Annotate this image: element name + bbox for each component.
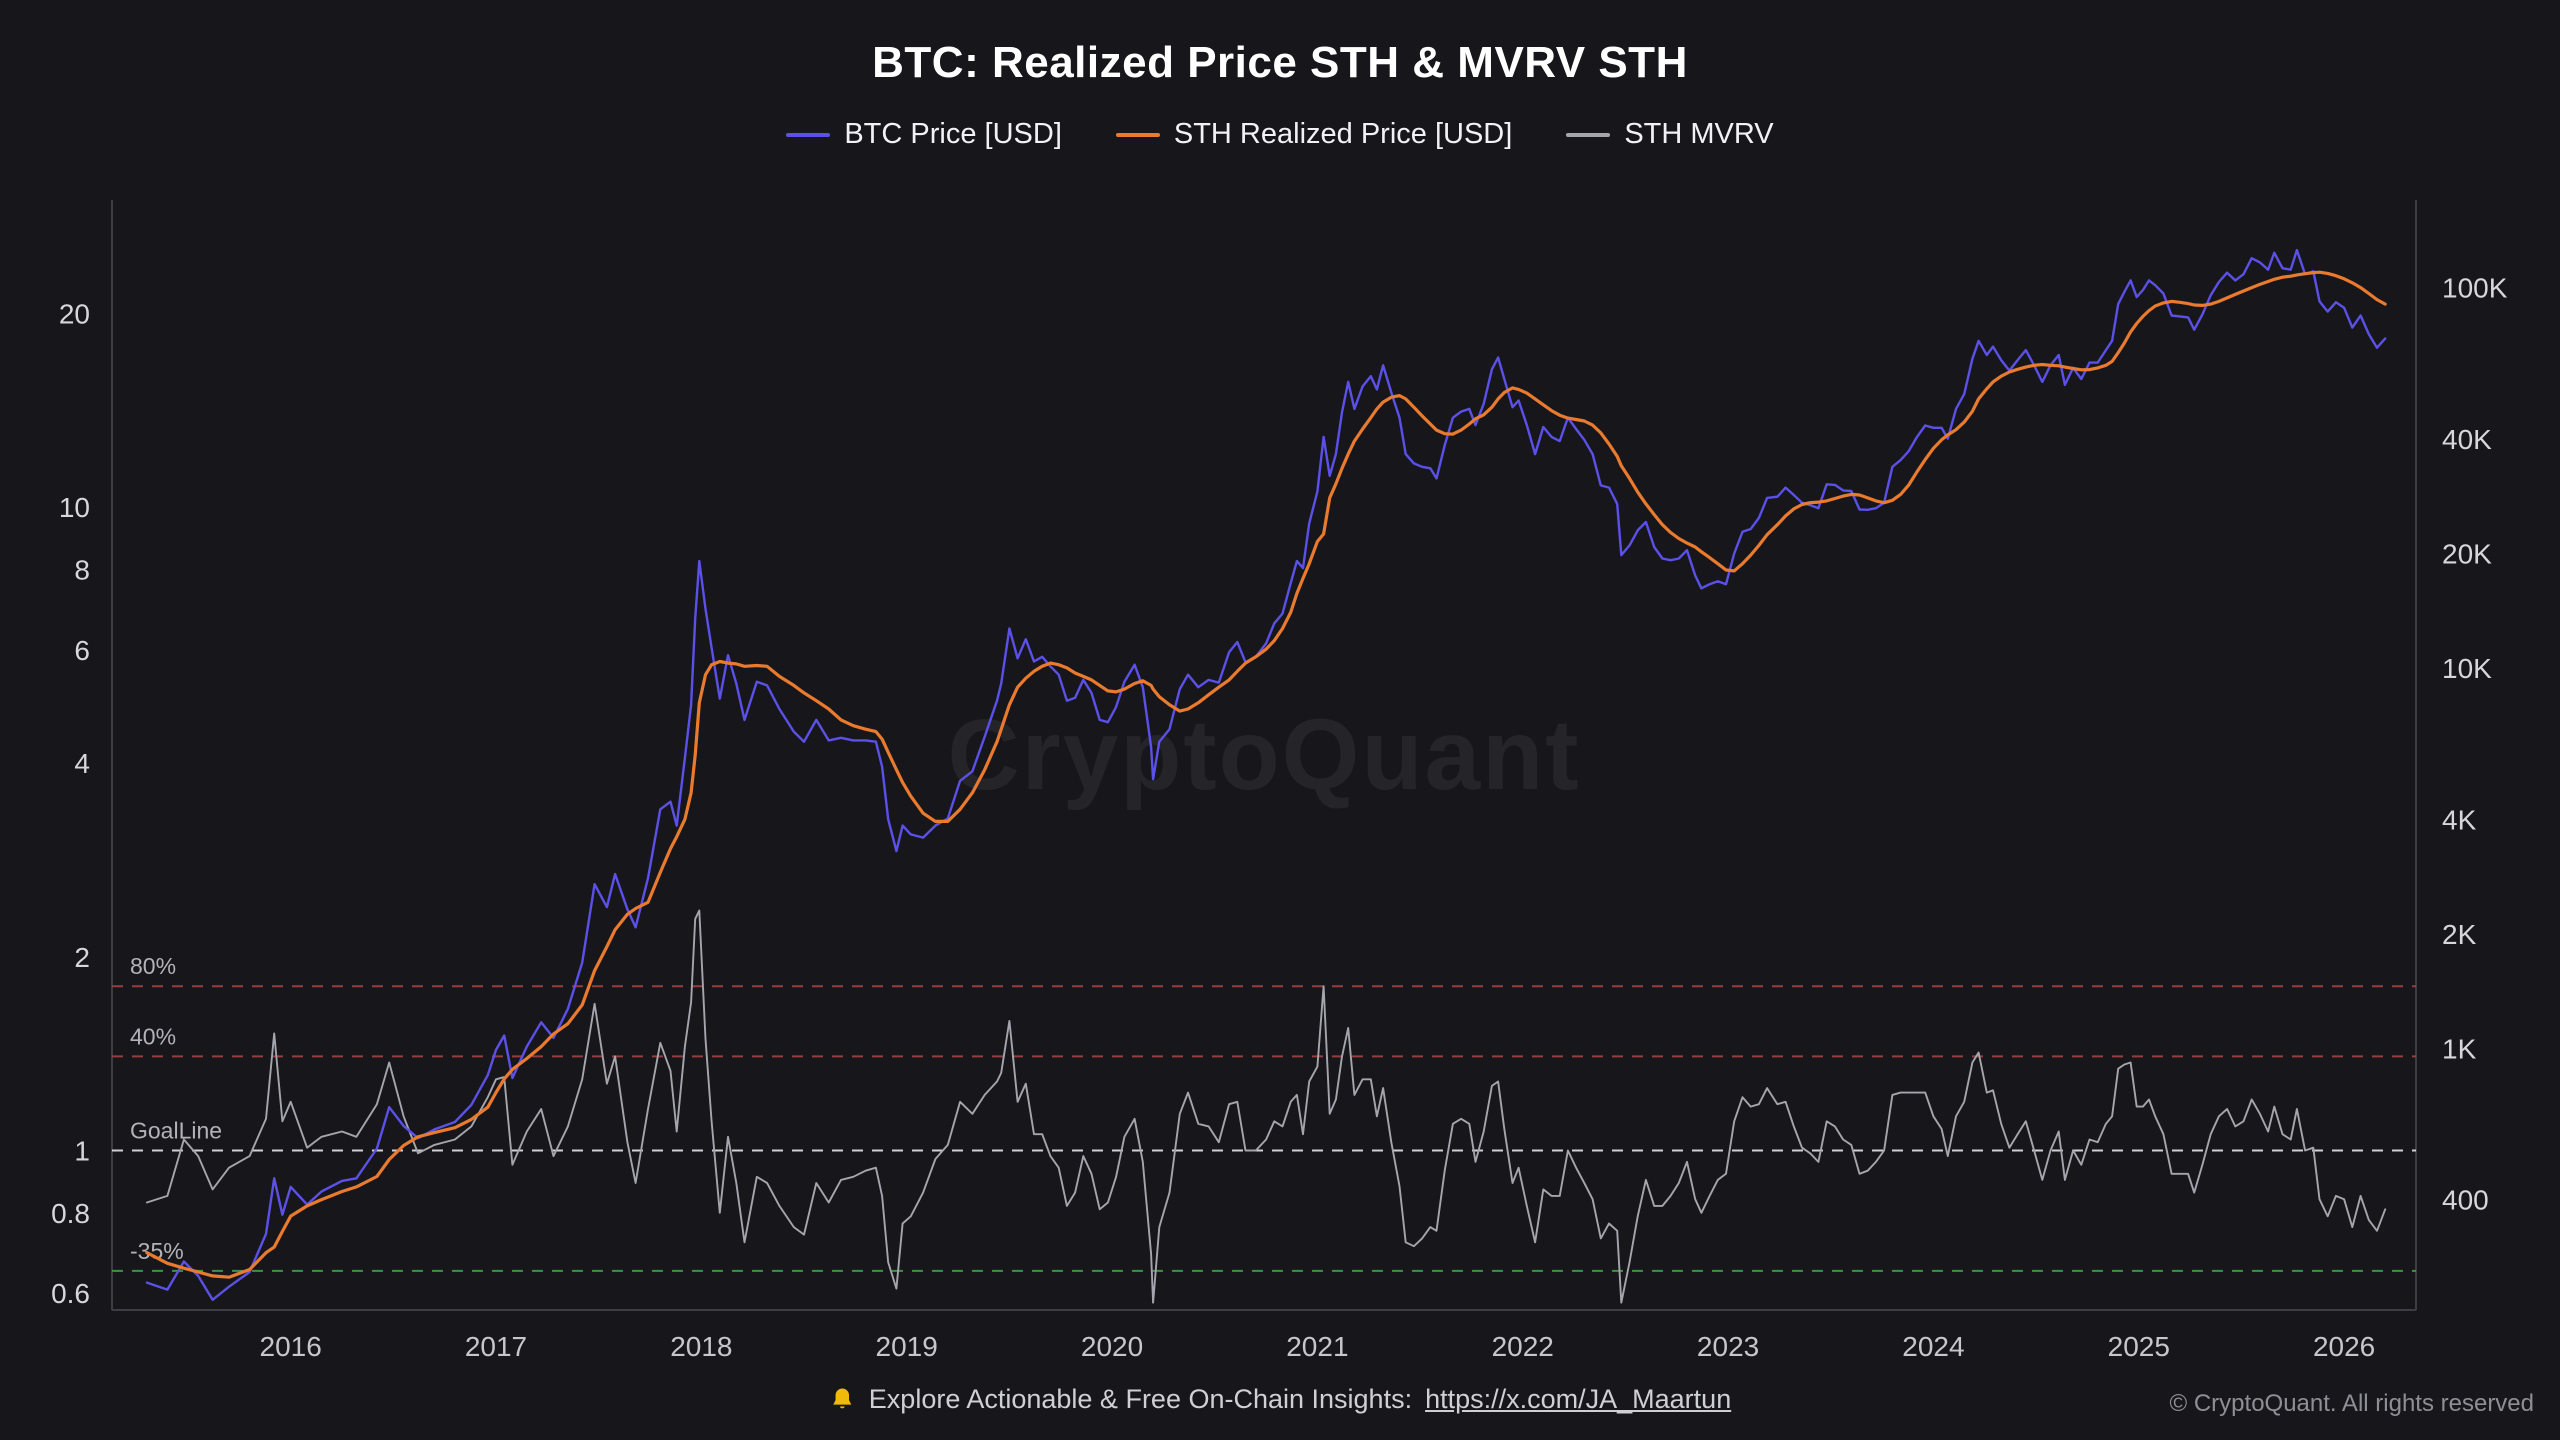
x-axis-tick-2023: 2023 (1697, 1331, 1759, 1362)
threshold-label--35%: -35% (130, 1238, 184, 1264)
right-axis-tick-4K: 4K (2442, 804, 2477, 835)
bell-icon (829, 1386, 856, 1413)
left-axis-tick-8: 8 (74, 554, 90, 585)
threshold-label-40%: 40% (130, 1023, 176, 1049)
threshold-label-80%: 80% (130, 953, 176, 979)
x-axis-tick-2019: 2019 (876, 1331, 938, 1362)
left-axis-tick-4: 4 (74, 748, 90, 779)
left-axis-tick-1: 1 (74, 1135, 90, 1166)
x-axis-tick-2026: 2026 (2313, 1331, 2375, 1362)
legend-label-sth-mvrv: STH MVRV (1624, 118, 1774, 150)
legend-item-sth-realized-price[interactable]: STH Realized Price [USD] (1115, 118, 1513, 151)
x-axis-tick-2018: 2018 (670, 1331, 732, 1362)
watermark: CryptoQuant (947, 699, 1580, 811)
legend-item-sth-mvrv[interactable]: STH MVRV (1566, 118, 1774, 151)
left-axis-tick-0.8: 0.8 (51, 1198, 90, 1229)
x-axis-tick-2021: 2021 (1286, 1331, 1348, 1362)
x-axis-tick-2016: 2016 (260, 1331, 322, 1362)
right-axis-tick-400: 400 (2442, 1185, 2489, 1216)
x-axis-tick-2024: 2024 (1902, 1331, 1964, 1362)
x-axis-tick-2020: 2020 (1081, 1331, 1143, 1362)
left-axis-tick-0.6: 0.6 (51, 1278, 90, 1309)
x-axis-tick-2022: 2022 (1492, 1331, 1554, 1362)
right-axis-tick-40K: 40K (2442, 424, 2492, 455)
right-axis-tick-20K: 20K (2442, 538, 2492, 569)
left-axis-tick-20: 20 (59, 298, 90, 329)
left-axis-tick-10: 10 (59, 492, 90, 523)
footer-promo: Explore Actionable & Free On-Chain Insig… (829, 1384, 1731, 1415)
series-line-btc-price-usd (145, 248, 2387, 1302)
right-axis-tick-1K: 1K (2442, 1033, 2477, 1064)
left-axis-tick-2: 2 (74, 942, 90, 973)
threshold-label-GoalLine: GoalLine (130, 1117, 222, 1143)
left-axis-tick-6: 6 (74, 635, 90, 666)
x-axis-tick-2025: 2025 (2108, 1331, 2170, 1362)
right-axis-tick-100K: 100K (2442, 273, 2508, 304)
promo-text: Explore Actionable & Free On-Chain Insig… (868, 1384, 1413, 1414)
legend-label-sth-realized-price: STH Realized Price [USD] (1173, 118, 1513, 150)
chart-legend: BTC Price [USD] STH Realized Price [USD]… (0, 118, 2560, 151)
legend-item-btc-price[interactable]: BTC Price [USD] (786, 118, 1062, 151)
series-line-sth-mvrv (145, 909, 2387, 1304)
btc-price-line-swatch (786, 132, 831, 137)
page-title: BTC: Realized Price STH & MVRV STH (872, 38, 1688, 87)
x-axis-tick-2017: 2017 (465, 1331, 527, 1362)
right-axis-tick-2K: 2K (2442, 919, 2477, 950)
promo-link[interactable]: https://x.com/JA_Maartun (1425, 1384, 1732, 1414)
copyright-text: © CryptoQuant. All rights reserved (2169, 1390, 2535, 1417)
sth-mvrv-line-swatch (1566, 132, 1611, 137)
sth-realized-price-line-swatch (1115, 132, 1160, 137)
series-line-sth-realized-price-usd (145, 270, 2387, 1279)
footer: Explore Actionable & Free On-Chain Insig… (0, 1382, 2560, 1430)
legend-label-btc-price: BTC Price [USD] (844, 118, 1062, 150)
right-axis-tick-10K: 10K (2442, 653, 2492, 684)
